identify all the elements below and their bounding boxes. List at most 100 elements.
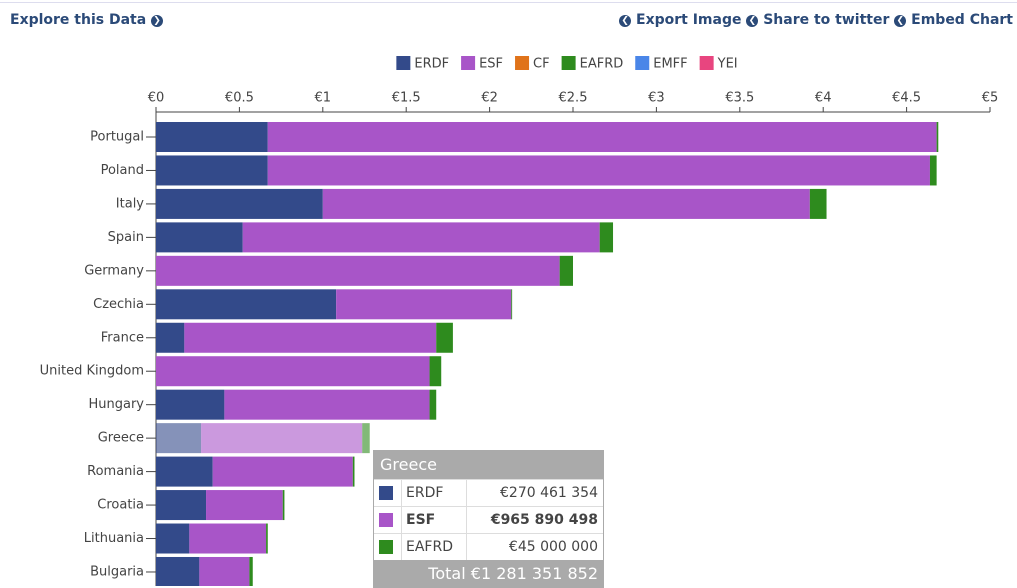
bar-segment	[429, 389, 437, 420]
tooltip-value: €270 461 354	[466, 480, 603, 506]
bar-segment	[266, 523, 268, 554]
tooltip-title: Greece	[374, 451, 603, 479]
legend-swatch	[461, 56, 476, 70]
bar-segment	[322, 188, 810, 219]
bar-segment	[199, 556, 250, 586]
y-tick-label: Lithuania	[84, 531, 144, 546]
y-tick-label: Greece	[98, 431, 144, 446]
bar-segment	[156, 456, 213, 487]
bar-segment	[201, 423, 363, 454]
tooltip-name: ERDF	[401, 480, 466, 506]
x-tick-label: €5	[982, 91, 999, 106]
x-tick-label: €0	[148, 91, 165, 106]
y-tick-label: Portugal	[90, 130, 144, 145]
y-tick-label: Bulgaria	[90, 564, 144, 579]
tooltip-swatch	[379, 486, 393, 500]
tooltip: Greece ERDF €270 461 354 ESF €965 890 498 EA…	[373, 450, 604, 588]
bar-segment	[156, 289, 337, 320]
bar-segment	[336, 289, 512, 320]
y-tick-label: Croatia	[97, 498, 144, 513]
y-tick-label: Italy	[116, 196, 145, 211]
tooltip-row: EAFRD €45 000 000	[374, 533, 603, 560]
legend-swatch	[561, 56, 576, 70]
bar-segment	[212, 456, 353, 487]
tooltip-swatch	[379, 540, 393, 554]
embed-link[interactable]: Embed Chart	[911, 12, 1013, 28]
bar-segment	[156, 122, 268, 152]
bar-segment	[362, 423, 370, 454]
bar-segment	[184, 322, 437, 353]
legend-label: EMFF	[653, 57, 687, 72]
bar-segment	[429, 356, 442, 387]
y-tick-label: Czechia	[93, 297, 144, 312]
x-tick-label: €1.5	[392, 91, 421, 106]
bar-segment	[156, 389, 225, 420]
tooltip-name: ESF	[401, 507, 466, 533]
bar-segment	[224, 389, 430, 420]
bar-segment	[156, 490, 207, 521]
bar-segment	[156, 356, 430, 387]
explore-link[interactable]: Explore this Data ❯	[10, 12, 164, 28]
export-link[interactable]: Export Image	[636, 12, 742, 28]
bar-segment	[156, 255, 560, 286]
bar-segment	[189, 523, 267, 554]
tooltip-row: ESF €965 890 498	[374, 506, 603, 533]
tooltip-total-label: Total	[428, 564, 466, 583]
x-tick-label: €3	[648, 91, 665, 106]
y-tick-label: Spain	[108, 230, 144, 245]
tooltip-name: EAFRD	[401, 534, 466, 560]
legend-swatch	[396, 56, 411, 70]
bar-segment	[206, 490, 283, 521]
bar-segment	[156, 523, 190, 554]
legend-label: ESF	[479, 57, 503, 72]
tooltip-total-value: €1 281 351 852	[470, 564, 598, 583]
bar-segment	[282, 490, 285, 521]
bar-segment	[156, 188, 323, 219]
bar-segment	[929, 155, 937, 186]
twitter-link[interactable]: Share to twitter	[763, 12, 890, 28]
legend-label: ERDF	[414, 57, 449, 72]
bar-segment	[156, 155, 268, 186]
tooltip-value: €965 890 498	[466, 507, 603, 533]
tooltip-swatch	[379, 513, 393, 527]
y-tick-label: Germany	[84, 263, 144, 278]
bar-segment	[156, 556, 200, 586]
x-tick-label: €4.5	[892, 91, 921, 106]
bar-segment	[156, 423, 202, 454]
bar-segment	[352, 456, 355, 487]
bar-segment	[267, 155, 930, 186]
bar-segment	[436, 322, 453, 353]
bar-segment	[809, 188, 827, 219]
x-tick-label: €2	[481, 91, 498, 106]
x-tick-label: €4	[815, 91, 832, 106]
x-tick-label: €2.5	[559, 91, 588, 106]
bar-segment	[267, 122, 937, 152]
bar-segment	[599, 222, 614, 253]
x-tick-label: €0.5	[225, 91, 254, 106]
tooltip-row: ERDF €270 461 354	[374, 479, 603, 506]
legend-label: EAFRD	[580, 57, 624, 72]
bar-segment	[559, 255, 573, 286]
legend-swatch	[699, 56, 714, 70]
legend-swatch	[515, 56, 530, 70]
x-tick-label: €1	[315, 91, 332, 106]
explore-text[interactable]: Explore this Data	[10, 12, 147, 28]
y-tick-label: Romania	[87, 464, 144, 479]
bar-segment	[936, 122, 939, 152]
y-tick-label: United Kingdom	[40, 364, 144, 379]
bar-segment	[249, 556, 253, 586]
y-tick-label: France	[101, 330, 144, 345]
top-rule	[0, 2, 1017, 3]
legend: ERDF ESF CF EAFRD EMFF YEI	[396, 56, 738, 72]
bar-segment	[511, 289, 513, 320]
tooltip-total: Total €1 281 351 852	[374, 560, 603, 588]
bar-segment	[242, 222, 600, 253]
tooltip-value: €45 000 000	[466, 534, 603, 560]
legend-label: CF	[533, 57, 550, 72]
header-links: ❮ Export Image ❮ Share to twitter ❮ Embe…	[619, 12, 1013, 28]
x-tick-label: €3.5	[725, 91, 754, 106]
y-tick-label: Poland	[101, 163, 144, 178]
bar-segment	[156, 222, 243, 253]
